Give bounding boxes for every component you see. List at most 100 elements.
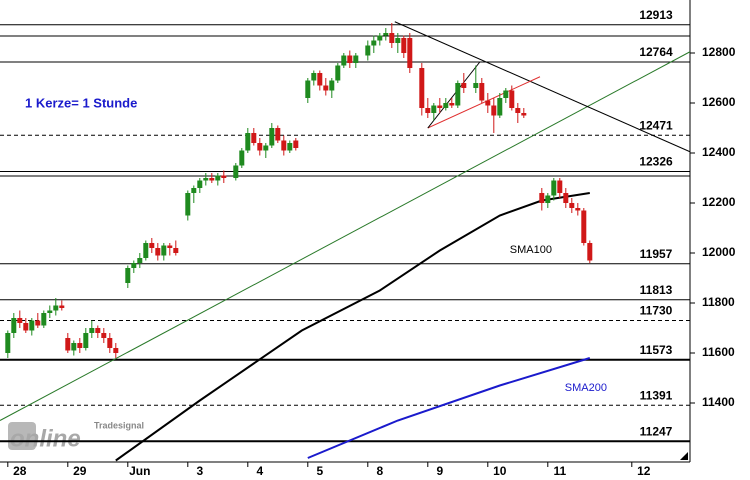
trendline: [427, 61, 481, 129]
candle-body: [485, 100, 491, 106]
candle-body: [581, 210, 587, 243]
candle-body: [125, 268, 131, 283]
candle-body: [431, 105, 437, 113]
candle-body: [335, 65, 341, 81]
candle-body: [461, 83, 467, 88]
y-tick-label: 12000: [702, 245, 736, 259]
candle-body: [383, 33, 389, 36]
candle-body: [575, 208, 581, 211]
x-tick-label: 10: [493, 464, 507, 478]
candle-body: [587, 243, 593, 261]
candle-body: [197, 180, 203, 188]
candle-body: [407, 38, 413, 68]
candle-body: [539, 193, 545, 203]
candle-body: [395, 38, 401, 43]
scroll-corner: [680, 452, 688, 460]
candle-body: [209, 178, 215, 181]
candle-body: [113, 348, 119, 353]
trendline: [0, 51, 691, 421]
plot: [0, 21, 691, 462]
candle-body: [215, 175, 221, 181]
y-tick-label: 12200: [702, 195, 736, 209]
x-tick-label: 4: [256, 464, 263, 478]
candle-body: [563, 193, 569, 203]
candle-body: [269, 128, 275, 146]
candle-body: [47, 310, 53, 313]
level-label: 11957: [640, 247, 673, 261]
x-tick-label: 5: [316, 464, 323, 478]
candle-body: [305, 80, 311, 98]
candle-body: [401, 38, 407, 53]
level-label: 12764: [639, 45, 673, 59]
candle-body: [497, 98, 503, 116]
level-label: 11813: [640, 283, 673, 297]
candle-body: [245, 133, 251, 151]
candle-body: [257, 143, 263, 151]
x-tick-label: 8: [376, 464, 383, 478]
x-tick-label: Jun: [129, 464, 150, 478]
candle-body: [161, 245, 167, 256]
trendline: [427, 76, 541, 129]
level-label: 12326: [639, 155, 673, 169]
candle-body: [317, 73, 323, 86]
candle-body: [71, 343, 77, 351]
candle-body: [473, 83, 479, 88]
candle-body: [35, 320, 41, 326]
logo-box: [8, 422, 36, 450]
x-tick-label: 28: [13, 464, 27, 478]
candle-body: [191, 188, 197, 193]
candle-body: [329, 80, 335, 91]
candle-body: [377, 35, 383, 41]
x-tick-label: 12: [637, 464, 651, 478]
candle-body: [437, 105, 443, 108]
x-tick-label: 9: [436, 464, 443, 478]
candle-body: [287, 143, 293, 151]
sma-line: [307, 357, 591, 459]
level-label: 11573: [640, 343, 673, 357]
candle-body: [221, 175, 227, 178]
y-tick-label: 11600: [702, 345, 735, 359]
level-label: 11730: [640, 304, 673, 318]
candle-body: [491, 105, 497, 116]
candle-body: [425, 108, 431, 113]
trendline: [394, 21, 691, 153]
candle-body: [143, 243, 149, 258]
candle-body: [311, 73, 317, 81]
candle-body: [173, 248, 179, 253]
candle-body: [149, 243, 155, 248]
candle-body: [239, 150, 245, 166]
candle-body: [23, 323, 29, 331]
candle-body: [275, 128, 281, 141]
candle-body: [365, 45, 371, 56]
y-tick-label: 11800: [702, 295, 735, 309]
y-tick-label: 12800: [702, 45, 736, 59]
logo-text: online: [10, 425, 81, 452]
candle-body: [263, 145, 269, 151]
candle-body: [503, 90, 509, 98]
candle-body: [479, 83, 485, 101]
level-label: 12471: [639, 118, 673, 132]
candle-body: [41, 313, 47, 326]
candle-body: [17, 318, 23, 323]
candle-body: [131, 263, 137, 268]
candle-body: [65, 338, 71, 351]
candle-body: [59, 305, 65, 308]
candle-body: [11, 318, 17, 333]
candle-body: [233, 165, 239, 178]
candle-body: [569, 203, 575, 208]
candle-body: [515, 108, 521, 113]
candle-body: [455, 83, 461, 106]
candle-body: [107, 338, 113, 348]
candle-body: [557, 180, 563, 193]
candle-body: [203, 178, 209, 181]
candle-body: [509, 90, 515, 108]
level-label: 12913: [639, 8, 673, 22]
candle-body: [323, 85, 329, 91]
candle-body: [353, 55, 359, 63]
y-tick-label: 12600: [702, 95, 736, 109]
candle-body: [341, 55, 347, 66]
candle-body: [347, 55, 353, 63]
watermark: Tradesignal online: [8, 420, 144, 452]
x-tick-label: 29: [73, 464, 87, 478]
